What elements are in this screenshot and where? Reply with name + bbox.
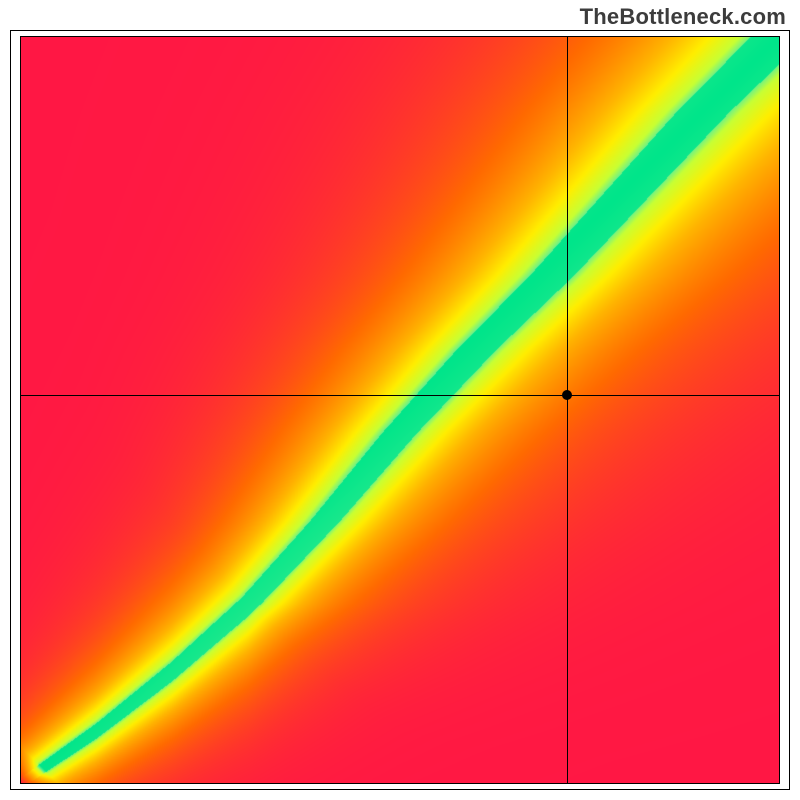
heatmap-canvas xyxy=(20,36,780,784)
watermark: TheBottleneck.com xyxy=(580,4,786,30)
